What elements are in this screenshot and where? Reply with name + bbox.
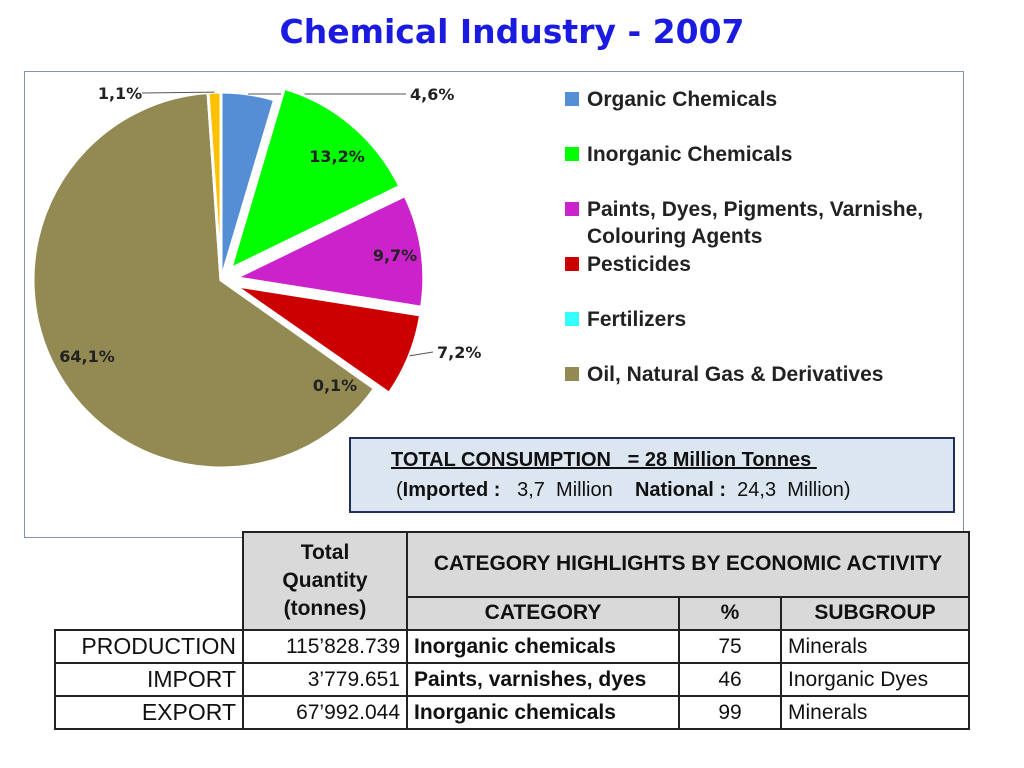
legend-label-line1: Paints, Dyes, Pigments, Varnishe, [587, 198, 924, 221]
header-percent: % [678, 595, 782, 632]
row-category: Inorganic chemicals [406, 695, 680, 730]
legend-swatch [565, 92, 579, 106]
page-title: Chemical Industry - 2007 [279, 12, 745, 51]
slice-data-label: 9,7% [373, 246, 417, 265]
table-row: IMPORT 3’779.651 Paints, varnishes, dyes… [54, 662, 970, 697]
imported-label: Imported : [402, 479, 507, 501]
national-value: 24,3 Million) [731, 479, 851, 501]
row-quantity: 115’828.739 [242, 629, 408, 664]
legend-item-paints: Paints, Dyes, Pigments, Varnishe, Colour… [565, 196, 923, 250]
legend-item-inorganic: Inorganic Chemicals [565, 141, 792, 168]
legend-swatch [565, 257, 579, 271]
legend-item-fertilizers: Fertilizers [565, 306, 686, 333]
total-consumption-box: TOTAL CONSUMPTION = 28 Million Tonnes (I… [349, 437, 955, 513]
header-subgroup: SUBGROUP [780, 595, 970, 632]
row-subgroup: Minerals [780, 629, 970, 664]
empty-corner [55, 532, 243, 630]
open-paren: ( [396, 479, 403, 501]
table-subheader-row: CATEGORY % SUBGROUP [55, 595, 970, 632]
legend-swatch [565, 312, 579, 326]
slice-data-label: 4,6% [410, 85, 454, 104]
slice-data-label: 1,1% [98, 84, 142, 103]
table-row: EXPORT 67’992.044 Inorganic chemicals 99… [54, 695, 970, 730]
header-quantity-line2: Quantity [282, 569, 368, 592]
legend-item-pesticides: Pesticides [565, 251, 691, 278]
row-category: Inorganic chemicals [406, 629, 680, 664]
legend-label: Fertilizers [587, 308, 687, 331]
legend-swatch [565, 147, 579, 161]
table-row: PRODUCTION 115’828.739 Inorganic chemica… [54, 629, 970, 664]
row-percent: 75 [678, 629, 782, 664]
national-label: National : [634, 479, 732, 501]
legend-label: Paints, Dyes, Pigments, Varnishe, Colour… [587, 196, 923, 250]
header-quantity-line3: (tonnes) [283, 597, 367, 620]
consumption-breakdown: (Imported : 3,7 Million National : 24,3 … [396, 479, 851, 502]
legend-swatch [565, 202, 579, 216]
legend-label-line2: Colouring Agents [587, 225, 763, 248]
highlights-table: Total Quantity (tonnes) CATEGORY HIGHLIG… [54, 531, 970, 730]
header-quantity-line1: Total [300, 541, 350, 564]
row-label: IMPORT [54, 662, 244, 697]
row-percent: 46 [678, 662, 782, 697]
slice-data-label: 64,1% [59, 347, 115, 366]
header-category-highlights: CATEGORY HIGHLIGHTS BY ECONOMIC ACTIVITY [406, 531, 970, 598]
header-category: CATEGORY [406, 595, 680, 632]
row-label: PRODUCTION [54, 629, 244, 664]
legend-item-oil-gas: Oil, Natural Gas & Derivatives [565, 361, 883, 388]
slice-data-label: 0,1% [313, 376, 357, 395]
row-category: Paints, varnishes, dyes [406, 662, 680, 697]
imported-value: 3,7 Million [506, 479, 635, 501]
pie-slice [228, 86, 402, 272]
chart-frame: 4,6% 13,2% 9,7% 7,2% 0,1% 64,1% 1,1% Organic C… [24, 71, 964, 538]
row-quantity: 67’992.044 [242, 695, 408, 730]
pie-slice [31, 90, 377, 470]
total-consumption-text: TOTAL CONSUMPTION = 28 Million Tonnes [391, 449, 817, 471]
slice-data-label: 7,2% [437, 343, 481, 362]
legend-item-organic: Organic Chemicals [565, 86, 777, 113]
table-header-row: Total Quantity (tonnes) CATEGORY HIGHLIG… [55, 531, 970, 631]
slice-data-label: 13,2% [309, 147, 365, 166]
leader-line [409, 351, 434, 357]
header-total-quantity: Total Quantity (tonnes) [242, 531, 408, 631]
pie-chart: 4,6% 13,2% 9,7% 7,2% 0,1% 64,1% 1,1% [31, 84, 481, 470]
pie-slice [230, 193, 426, 309]
row-percent: 99 [678, 695, 782, 730]
row-subgroup: Minerals [780, 695, 970, 730]
legend-label: Oil, Natural Gas & Derivatives [587, 363, 884, 386]
legend-label: Organic Chemicals [587, 88, 778, 111]
leader-line [141, 91, 215, 94]
legend-label: Pesticides [587, 253, 691, 276]
row-subgroup: Inorganic Dyes [780, 662, 970, 697]
row-quantity: 3’779.651 [242, 662, 408, 697]
legend-label: Inorganic Chemicals [587, 143, 793, 166]
legend-swatch [565, 367, 579, 381]
row-label: EXPORT [54, 695, 244, 730]
